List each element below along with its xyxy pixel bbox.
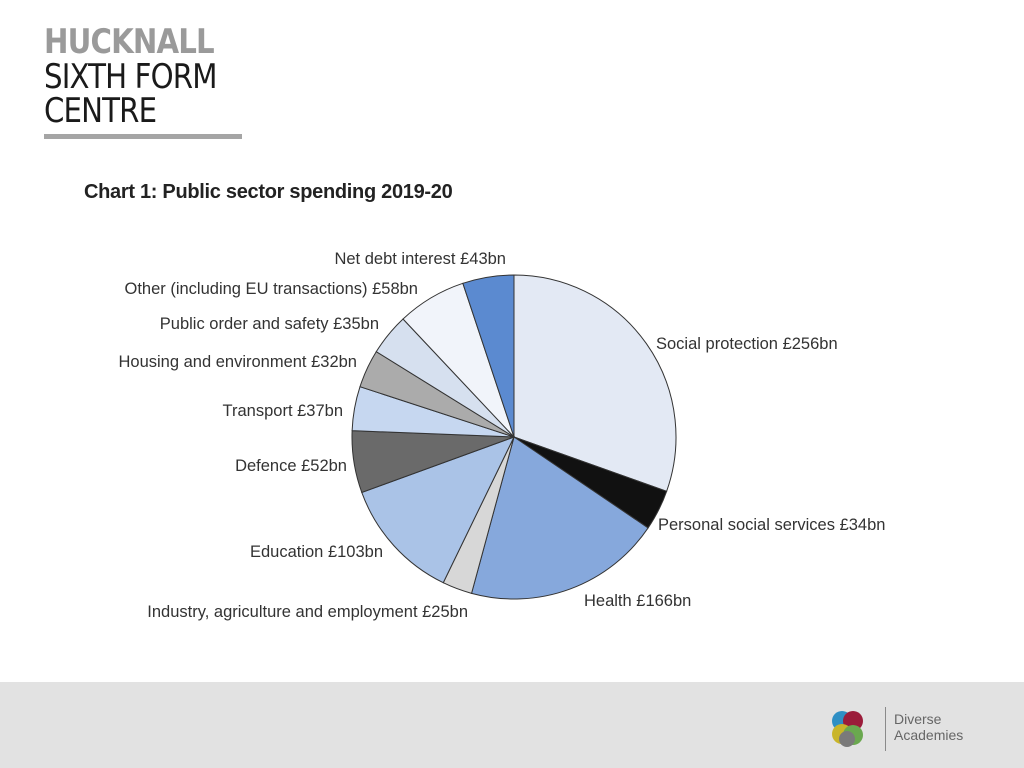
logo-underline	[44, 134, 242, 139]
slice-label-health: Health £166bn	[584, 592, 691, 610]
slice-label-defence: Defence £52bn	[235, 457, 347, 475]
slice-label-other-including-eu-transactions: Other (including EU transactions) £58bn	[125, 280, 419, 298]
pie-chart: Social protection £256bn Personal social …	[118, 250, 885, 621]
logo-line-2: SIXTH FORM	[44, 57, 217, 97]
brand-line-1: Diverse	[894, 711, 942, 727]
slice-label-personal-social-services: Personal social services £34bn	[658, 516, 885, 534]
pie-slice-social-protection	[513, 274, 677, 492]
diverse-academies-wordmark: Diverse Academies	[894, 711, 984, 743]
slice-label-public-order-and-safety: Public order and safety £35bn	[160, 315, 379, 333]
diverse-academies-logo-icon	[832, 711, 863, 747]
slice-label-industry-agriculture-and-employment: Industry, agriculture and employment £25…	[147, 603, 468, 621]
slice-label-transport: Transport £37bn	[223, 402, 343, 420]
slice-label-education: Education £103bn	[250, 543, 383, 561]
logo-line-3: CENTRE	[44, 91, 157, 131]
slice-label-social-protection: Social protection £256bn	[656, 335, 838, 353]
pie-slice-education	[361, 436, 515, 584]
slice-label-net-debt-interest: Net debt interest £43bn	[334, 250, 506, 268]
brand-line-2: Academies	[894, 727, 964, 743]
pie-slice-net-debt-interest	[462, 274, 515, 438]
slice-label-housing-and-environment: Housing and environment £32bn	[118, 353, 357, 371]
logo-line-1: HUCKNALL	[44, 22, 215, 62]
footer-divider	[885, 707, 886, 751]
school-logo: HUCKNALL SIXTH FORM CENTRE	[44, 24, 244, 139]
pie-slice-health	[470, 436, 649, 600]
chart-title: Chart 1: Public sector spending 2019-20	[84, 181, 453, 203]
